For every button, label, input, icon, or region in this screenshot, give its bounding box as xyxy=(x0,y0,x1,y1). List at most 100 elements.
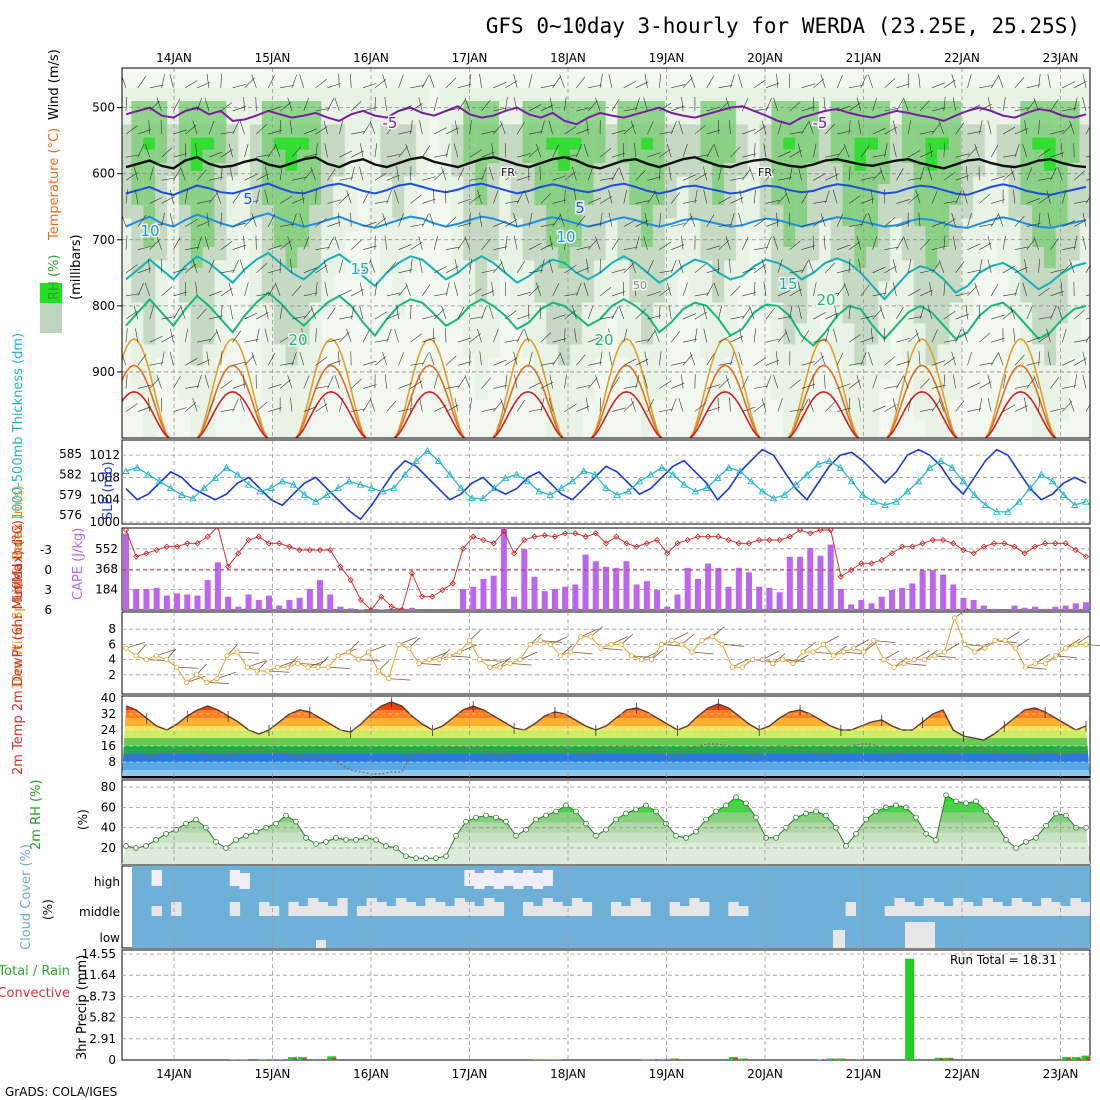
isotherm--5 xyxy=(125,105,1087,126)
cape-bar xyxy=(878,596,885,610)
wind-barb xyxy=(215,328,222,343)
wind-barb xyxy=(303,307,313,320)
cape-bar xyxy=(633,584,640,610)
cape-bar xyxy=(868,603,875,610)
wind-barb xyxy=(706,144,714,158)
wind10-point xyxy=(760,656,766,663)
wind-barb xyxy=(713,143,719,158)
cape-bar xyxy=(888,590,895,610)
wind-barb xyxy=(244,312,258,320)
warm-contour-35 xyxy=(590,390,663,438)
warm-contour-30 xyxy=(122,364,170,438)
wind-barb xyxy=(185,263,197,274)
wind-barb xyxy=(801,222,816,227)
wind-barb xyxy=(303,236,310,250)
wind-barb xyxy=(1038,333,1051,343)
wind-barb xyxy=(1085,125,1090,135)
cape-bar xyxy=(807,547,814,610)
rh-tick-80: 80 xyxy=(101,780,116,794)
wind-barb xyxy=(754,246,768,250)
wind10-point xyxy=(911,656,917,663)
wind-barb xyxy=(848,379,861,389)
wind-barb xyxy=(268,384,282,389)
wind-barb xyxy=(1057,166,1063,181)
wind-barb xyxy=(564,310,576,320)
rh-band xyxy=(1044,137,1057,171)
wind-barb xyxy=(659,148,671,158)
wind-barb xyxy=(540,397,545,412)
wind-barb xyxy=(659,73,662,88)
li-point xyxy=(216,528,220,530)
wind-barb xyxy=(382,351,388,366)
wind-barb xyxy=(244,355,255,366)
wind-barb xyxy=(552,144,559,158)
cloud-mid-gap xyxy=(943,906,954,916)
wind-barb xyxy=(469,73,471,88)
wind-barb xyxy=(204,236,210,250)
wind-barb xyxy=(185,385,200,389)
wind-barb xyxy=(327,360,341,366)
wind-barb xyxy=(1014,215,1025,227)
upper-tick-700: 700 xyxy=(92,233,115,247)
wind-barb xyxy=(208,259,215,273)
wind-barb xyxy=(730,177,745,181)
wind-barb xyxy=(931,190,938,204)
wind-barb xyxy=(718,223,733,227)
thickness-point xyxy=(925,463,934,471)
cape-bar xyxy=(960,597,967,610)
wind-barb xyxy=(433,374,439,389)
wind-barb xyxy=(362,122,371,135)
wind-barb xyxy=(256,263,267,274)
wind-barb xyxy=(644,212,648,227)
wind-barb xyxy=(587,377,598,389)
cloud-mid-gap xyxy=(630,898,641,916)
wind-barb xyxy=(564,265,577,274)
cape-bar xyxy=(623,561,630,610)
precip-conv-bar xyxy=(664,1059,670,1060)
wind-barb xyxy=(644,73,648,88)
wind-barb xyxy=(979,397,983,412)
cape-bar xyxy=(153,587,160,610)
wind-barb xyxy=(872,266,886,274)
wind-barb xyxy=(481,130,496,135)
wind-barb xyxy=(659,380,672,389)
precip-tick-5.82: 5.82 xyxy=(89,1011,116,1025)
cloud-mid-gap xyxy=(405,902,417,916)
wind10-point xyxy=(477,656,483,663)
wind-barb xyxy=(338,73,340,88)
wind-barb xyxy=(125,235,128,250)
wind-barb xyxy=(251,213,257,227)
wind-barb xyxy=(479,212,482,227)
wind-barb xyxy=(206,212,210,227)
thickness-point xyxy=(222,463,231,471)
wind-barb xyxy=(232,121,240,135)
li-point xyxy=(419,593,426,600)
wind-barb xyxy=(967,408,982,412)
wind-barb xyxy=(635,97,640,112)
thickness-point xyxy=(892,497,900,505)
wind-barb xyxy=(374,282,378,296)
rh-point xyxy=(873,808,879,815)
li-point xyxy=(296,546,303,554)
thickness-point xyxy=(233,470,242,478)
thk-tick-579: 579 xyxy=(59,488,82,502)
wind-barb xyxy=(396,166,399,181)
rh-band xyxy=(439,87,453,190)
wind-barb xyxy=(943,171,956,181)
li-point xyxy=(378,593,385,600)
wind-barb xyxy=(742,307,751,320)
wind10-point xyxy=(1002,637,1008,644)
precip-tick-8.73: 8.73 xyxy=(89,989,116,1003)
wind-barb xyxy=(587,166,594,181)
wind10-barb xyxy=(459,644,478,653)
wind10-point xyxy=(143,656,149,663)
wind-barb xyxy=(505,80,518,89)
wind-barb xyxy=(350,378,362,389)
cape-bar xyxy=(531,576,538,610)
wind-barb xyxy=(1073,235,1078,250)
wind-barb xyxy=(540,381,554,389)
wind-barb xyxy=(938,398,945,412)
precip-total-bar xyxy=(542,1059,552,1060)
wind-barb xyxy=(552,338,567,343)
